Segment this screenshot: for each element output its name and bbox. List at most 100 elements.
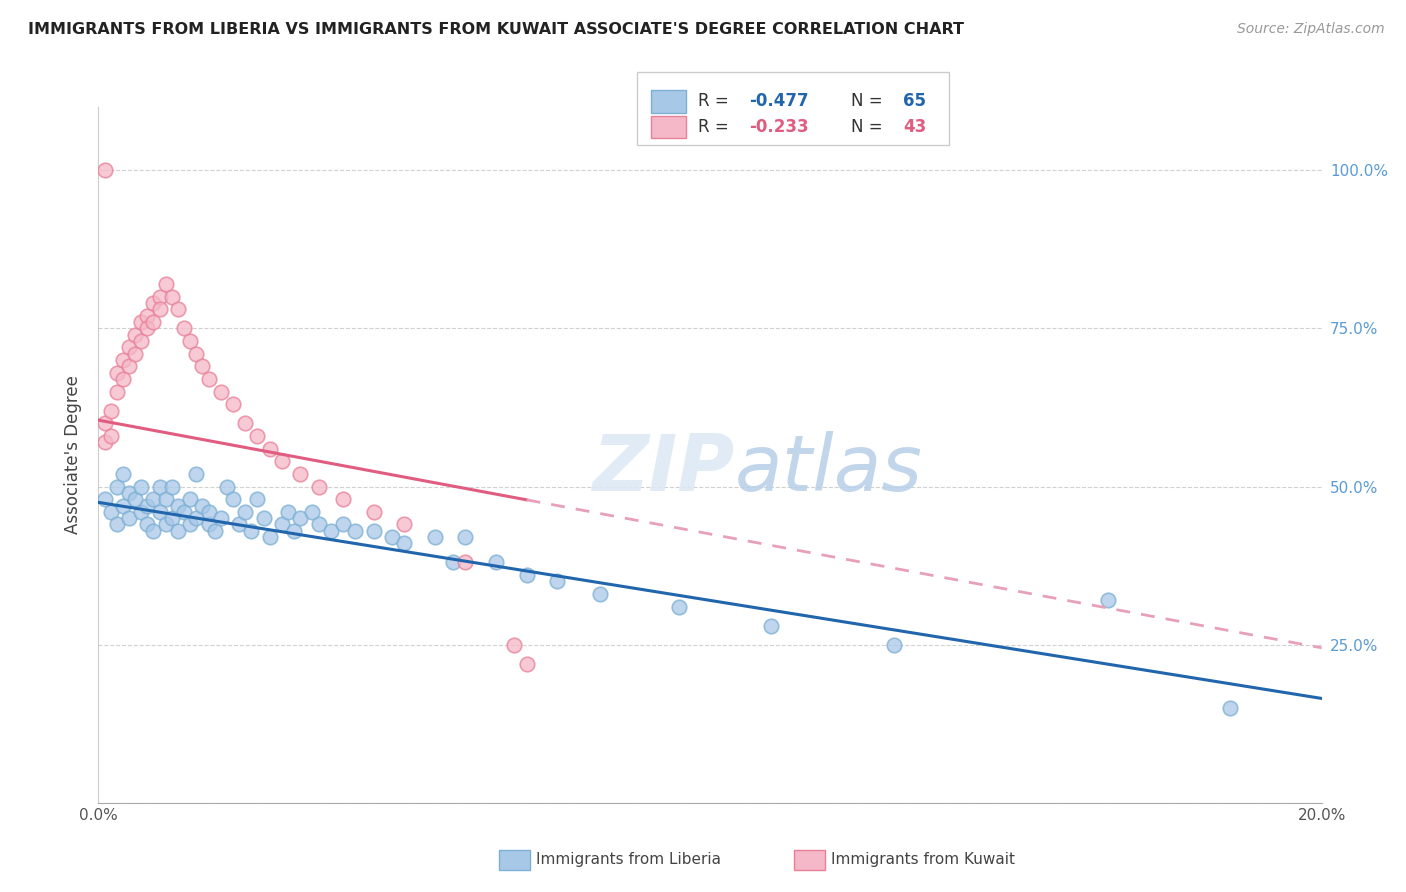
Text: 43: 43	[903, 118, 927, 136]
Point	[93, 163, 115, 178]
Point	[129, 334, 152, 348]
Point	[454, 556, 477, 570]
Point	[301, 505, 323, 519]
Text: -0.477: -0.477	[749, 93, 808, 111]
Point	[319, 524, 342, 538]
Point	[222, 492, 245, 507]
Point	[111, 353, 134, 368]
FancyBboxPatch shape	[637, 72, 949, 145]
Point	[215, 479, 238, 493]
Point	[277, 505, 299, 519]
Point	[186, 511, 208, 525]
Point	[179, 492, 201, 507]
Point	[668, 599, 690, 614]
Point	[883, 638, 905, 652]
Text: N =: N =	[851, 93, 887, 111]
Point	[93, 492, 115, 507]
Point	[240, 524, 263, 538]
Text: Source: ZipAtlas.com: Source: ZipAtlas.com	[1237, 22, 1385, 37]
Point	[546, 574, 568, 589]
Bar	[651, 116, 686, 138]
Point	[186, 347, 208, 361]
Point	[283, 524, 305, 538]
Point	[516, 568, 538, 582]
Text: ZIP: ZIP	[592, 431, 734, 507]
Point	[155, 517, 177, 532]
Point	[136, 517, 159, 532]
Point	[233, 505, 256, 519]
Point	[290, 511, 312, 525]
Point	[252, 511, 274, 525]
Point	[173, 321, 195, 335]
Point	[124, 347, 146, 361]
Point	[209, 384, 232, 399]
Point	[759, 618, 782, 632]
Point	[1097, 593, 1119, 607]
Text: Immigrants from Liberia: Immigrants from Liberia	[536, 853, 721, 867]
Point	[167, 499, 190, 513]
Point	[124, 492, 146, 507]
Text: R =: R =	[697, 93, 734, 111]
Point	[105, 366, 128, 380]
Point	[136, 309, 159, 323]
Point	[105, 517, 128, 532]
Point	[270, 517, 292, 532]
Text: IMMIGRANTS FROM LIBERIA VS IMMIGRANTS FROM KUWAIT ASSOCIATE'S DEGREE CORRELATION: IMMIGRANTS FROM LIBERIA VS IMMIGRANTS FR…	[28, 22, 965, 37]
Point	[100, 429, 122, 443]
Point	[118, 359, 141, 374]
Point	[197, 517, 219, 532]
Point	[136, 321, 159, 335]
Point	[197, 505, 219, 519]
Point	[149, 505, 172, 519]
Point	[454, 530, 477, 544]
Text: -0.233: -0.233	[749, 118, 808, 136]
Point	[160, 511, 183, 525]
Point	[100, 403, 122, 417]
Point	[332, 492, 354, 507]
Point	[441, 556, 464, 570]
Point	[149, 479, 172, 493]
Point	[155, 277, 177, 292]
Point	[191, 359, 214, 374]
Point	[485, 556, 508, 570]
Point	[155, 492, 177, 507]
Point	[246, 429, 269, 443]
Point	[136, 499, 159, 513]
Point	[259, 442, 281, 456]
Point	[129, 505, 152, 519]
Point	[100, 505, 122, 519]
Point	[149, 290, 172, 304]
Point	[246, 492, 269, 507]
Point	[259, 530, 281, 544]
Point	[228, 517, 250, 532]
Point	[270, 454, 292, 468]
Text: 65: 65	[903, 93, 927, 111]
Point	[118, 486, 141, 500]
Point	[233, 417, 256, 431]
Point	[179, 517, 201, 532]
Point	[160, 479, 183, 493]
Point	[186, 467, 208, 481]
Point	[118, 340, 141, 354]
Point	[503, 638, 526, 652]
Point	[423, 530, 446, 544]
Y-axis label: Associate's Degree: Associate's Degree	[65, 376, 83, 534]
Point	[197, 372, 219, 386]
Point	[381, 530, 404, 544]
Text: R =: R =	[697, 118, 734, 136]
Text: Immigrants from Kuwait: Immigrants from Kuwait	[831, 853, 1015, 867]
Point	[308, 479, 330, 493]
Point	[118, 511, 141, 525]
Point	[363, 524, 385, 538]
Point	[589, 587, 612, 601]
Point	[111, 467, 134, 481]
Point	[105, 479, 128, 493]
Text: atlas: atlas	[734, 431, 922, 507]
Point	[105, 384, 128, 399]
Point	[222, 397, 245, 411]
Text: N =: N =	[851, 118, 887, 136]
Point	[142, 315, 165, 329]
Point	[129, 479, 152, 493]
Point	[142, 524, 165, 538]
Point	[1219, 701, 1241, 715]
